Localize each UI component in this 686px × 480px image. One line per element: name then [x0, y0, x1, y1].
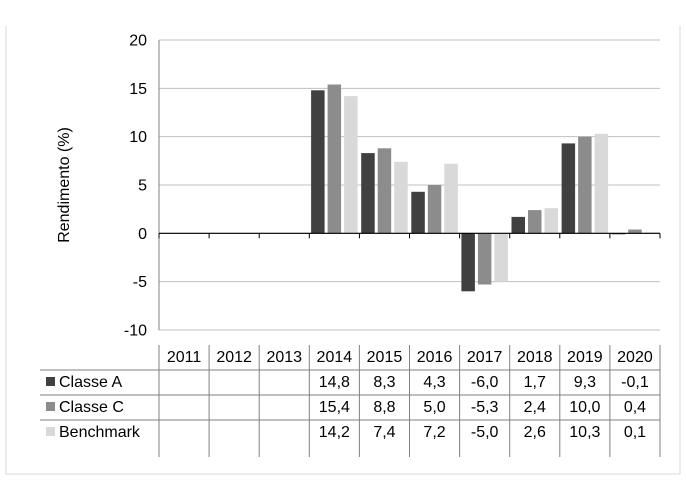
legend-label: Benchmark	[59, 424, 141, 441]
data-label: 1,7	[524, 374, 546, 391]
data-label: 0,4	[624, 399, 646, 416]
bar	[327, 84, 342, 234]
y-tick-label: -10	[124, 323, 147, 340]
x-tick-label: 2016	[417, 349, 453, 366]
data-label: 0,1	[624, 424, 646, 441]
x-tick-label: 2019	[567, 349, 603, 366]
y-tick-labels: -10 -5 0 5 10 15 20	[124, 33, 147, 340]
data-label: 7,2	[423, 424, 445, 441]
data-label: 2,4	[524, 399, 546, 416]
x-tick-label: 2017	[467, 349, 503, 366]
y-tick-label: 15	[129, 81, 147, 98]
bar	[628, 229, 642, 234]
bar	[311, 90, 325, 234]
data-label: 5,0	[423, 399, 445, 416]
legend-key	[46, 402, 55, 411]
data-label: 9,3	[574, 374, 596, 391]
y-axis-label: Rendimento (%)	[56, 127, 73, 243]
top-crop-mask	[0, 0, 686, 26]
bar	[344, 96, 358, 234]
data-label: 4,3	[423, 374, 445, 391]
bar	[427, 185, 442, 234]
data-label: 15,4	[319, 399, 350, 416]
bar	[494, 233, 508, 282]
gridlines	[159, 39, 660, 331]
data-label: 2,6	[524, 424, 546, 441]
x-tick-label: 2020	[617, 349, 653, 366]
bar	[411, 191, 425, 234]
legend-label: Classe C	[59, 399, 124, 416]
data-label: -5,3	[471, 399, 499, 416]
data-label: -6,0	[471, 374, 499, 391]
x-tick-label: 2015	[367, 349, 403, 366]
axes	[158, 40, 661, 330]
legend-key	[46, 377, 55, 386]
bar	[578, 136, 592, 234]
y-tick-label: 20	[129, 33, 147, 50]
bar	[511, 216, 525, 234]
bar	[361, 153, 375, 234]
data-label: 14,2	[319, 424, 350, 441]
y-tick-label: 5	[138, 178, 147, 195]
y-tick-label: 10	[129, 129, 147, 146]
legend-key	[46, 427, 55, 436]
bar	[394, 161, 408, 234]
bar	[477, 233, 492, 285]
x-tick-label: 2013	[266, 349, 302, 366]
data-label: 7,4	[373, 424, 395, 441]
x-tick-label: 2014	[317, 349, 353, 366]
data-label: 14,8	[319, 374, 350, 391]
x-tick-label: 2018	[517, 349, 553, 366]
y-tick-label: -5	[133, 274, 147, 291]
data-label: 8,8	[373, 399, 395, 416]
data-label: -5,0	[471, 424, 499, 441]
bar	[528, 210, 542, 234]
bar	[377, 148, 392, 234]
data-label: 10,3	[569, 424, 600, 441]
bar	[444, 163, 458, 234]
data-label: 10,0	[569, 399, 600, 416]
data-label: -0,1	[621, 374, 649, 391]
data-label: 8,3	[373, 374, 395, 391]
bar	[561, 143, 576, 234]
legend-label: Classe A	[59, 374, 122, 391]
x-tick-label: 2012	[216, 349, 252, 366]
bar	[594, 133, 609, 234]
bars	[311, 84, 659, 292]
data-table: 2011 2012 2013 2014 2015 2016 2017 2018 2019 2020…	[40, 345, 661, 457]
bar	[461, 233, 475, 292]
y-tick-label: 0	[138, 226, 147, 243]
x-tick-label: 2011	[167, 349, 202, 366]
bar	[544, 208, 558, 234]
